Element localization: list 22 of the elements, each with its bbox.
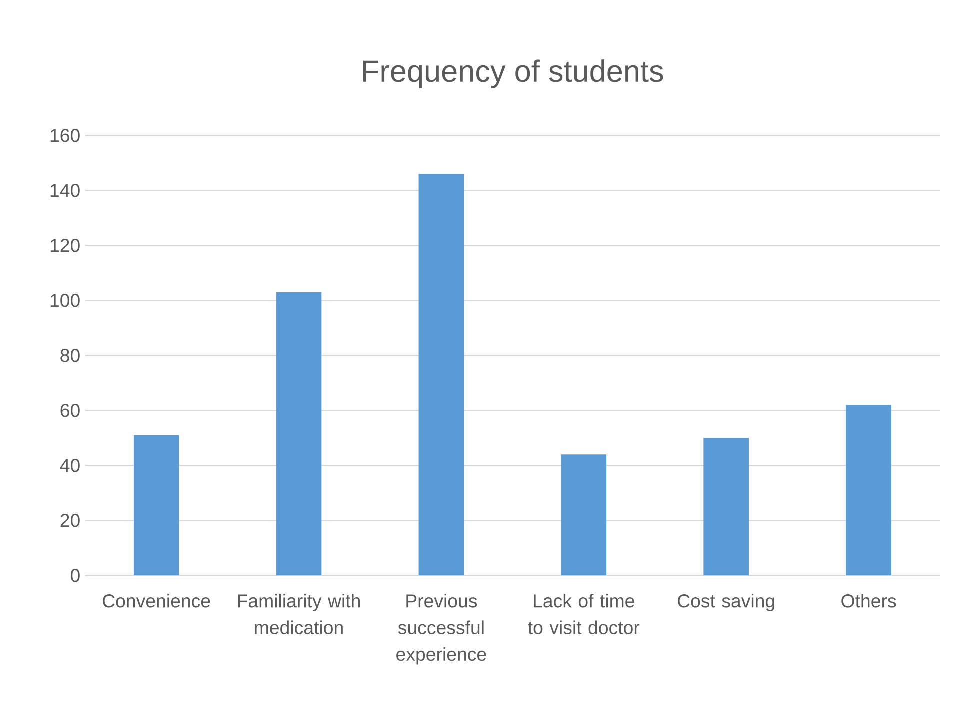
bar bbox=[134, 435, 180, 576]
chart-title: Frequency of students bbox=[363, 60, 664, 88]
y-tick-label: 160 bbox=[50, 129, 80, 142]
bar bbox=[418, 174, 464, 576]
x-tick-label: Familiarity with medication bbox=[238, 594, 360, 634]
x-tick-label: Others bbox=[842, 594, 896, 608]
y-tick-label: 120 bbox=[50, 239, 80, 252]
y-tick-label: 140 bbox=[50, 184, 80, 198]
bar bbox=[561, 454, 607, 576]
y-tick-label: 0 bbox=[70, 569, 80, 582]
y-tick-label: 100 bbox=[50, 294, 80, 308]
x-tick-label: Previous successful experience bbox=[396, 594, 486, 665]
y-tick-label: 40 bbox=[60, 459, 80, 472]
bar bbox=[846, 405, 892, 576]
y-tick-label: 60 bbox=[60, 404, 80, 418]
bar bbox=[276, 292, 322, 576]
x-tick-label: Cost saving bbox=[678, 594, 774, 612]
y-tick-label: 20 bbox=[60, 514, 80, 528]
x-tick-label: Lack of time to visit doctor bbox=[528, 594, 640, 634]
bar bbox=[704, 438, 749, 576]
x-tick-label: Convenience bbox=[103, 594, 210, 608]
y-tick-label: 80 bbox=[60, 349, 80, 362]
